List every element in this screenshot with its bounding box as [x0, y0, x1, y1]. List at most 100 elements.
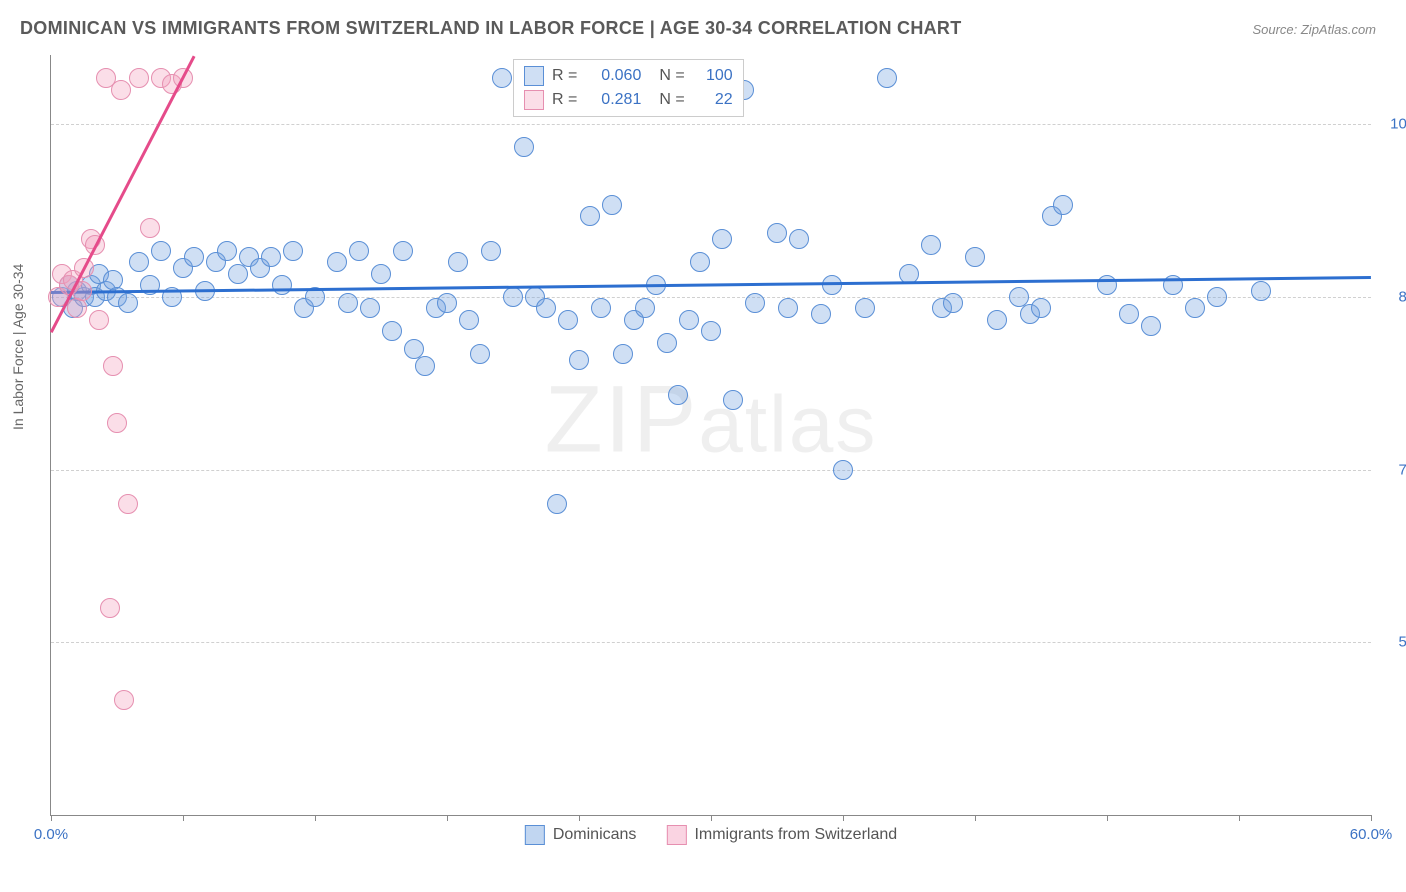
data-point: [558, 310, 578, 330]
n-label: N =: [659, 91, 684, 109]
data-point: [503, 287, 523, 307]
data-point: [613, 344, 633, 364]
data-point: [349, 241, 369, 261]
data-point: [591, 298, 611, 318]
y-tick-label: 70.0%: [1381, 461, 1406, 478]
x-tick: [711, 815, 712, 821]
gridline-h: [51, 124, 1371, 125]
data-point: [100, 598, 120, 618]
x-tick-label: 60.0%: [1350, 826, 1393, 843]
data-point: [569, 350, 589, 370]
data-point: [111, 80, 131, 100]
data-point: [855, 298, 875, 318]
source-label: Source: ZipAtlas.com: [1252, 22, 1376, 37]
x-tick: [447, 815, 448, 821]
data-point: [877, 68, 897, 88]
data-point: [448, 252, 468, 272]
x-tick: [975, 815, 976, 821]
data-point: [1141, 316, 1161, 336]
data-point: [1053, 195, 1073, 215]
x-tick-label: 0.0%: [34, 826, 68, 843]
data-point: [382, 321, 402, 341]
data-point: [228, 264, 248, 284]
legend-row: R =0.281N =22: [524, 88, 733, 112]
chart-title: DOMINICAN VS IMMIGRANTS FROM SWITZERLAND…: [20, 18, 962, 39]
x-tick: [579, 815, 580, 821]
r-label: R =: [552, 67, 577, 85]
data-point: [547, 494, 567, 514]
data-point: [89, 310, 109, 330]
data-point: [1251, 281, 1271, 301]
data-point: [811, 304, 831, 324]
data-point: [536, 298, 556, 318]
data-point: [415, 356, 435, 376]
data-point: [965, 247, 985, 267]
data-point: [470, 344, 490, 364]
data-point: [459, 310, 479, 330]
n-label: N =: [659, 67, 684, 85]
data-point: [943, 293, 963, 313]
legend-swatch: [666, 825, 686, 845]
y-tick-label: 85.0%: [1381, 288, 1406, 305]
data-point: [67, 298, 87, 318]
legend-swatch: [525, 825, 545, 845]
series-legend: Dominicans Immigrants from Switzerland: [525, 825, 897, 845]
data-point: [327, 252, 347, 272]
gridline-h: [51, 642, 1371, 643]
data-point: [371, 264, 391, 284]
n-value: 100: [693, 67, 733, 85]
data-point: [114, 690, 134, 710]
x-tick: [1371, 815, 1372, 821]
x-tick: [51, 815, 52, 821]
x-tick: [315, 815, 316, 821]
data-point: [437, 293, 457, 313]
data-point: [261, 247, 281, 267]
legend-item: Immigrants from Switzerland: [666, 825, 897, 845]
data-point: [129, 252, 149, 272]
legend-swatch: [524, 66, 544, 86]
data-point: [1207, 287, 1227, 307]
data-point: [1185, 298, 1205, 318]
data-point: [481, 241, 501, 261]
data-point: [360, 298, 380, 318]
r-value: 0.281: [585, 91, 641, 109]
data-point: [272, 275, 292, 295]
data-point: [712, 229, 732, 249]
data-point: [701, 321, 721, 341]
x-tick: [183, 815, 184, 821]
y-tick-label: 55.0%: [1381, 634, 1406, 651]
data-point: [580, 206, 600, 226]
x-tick: [1107, 815, 1108, 821]
data-point: [1031, 298, 1051, 318]
data-point: [118, 293, 138, 313]
data-point: [151, 241, 171, 261]
data-point: [767, 223, 787, 243]
correlation-legend: R =0.060N =100R =0.281N =22: [513, 59, 744, 117]
legend-label: Immigrants from Switzerland: [694, 826, 897, 844]
data-point: [987, 310, 1007, 330]
legend-swatch: [524, 90, 544, 110]
data-point: [140, 218, 160, 238]
data-point: [657, 333, 677, 353]
data-point: [129, 68, 149, 88]
y-tick-label: 100.0%: [1381, 116, 1406, 133]
data-point: [635, 298, 655, 318]
x-tick: [843, 815, 844, 821]
data-point: [1119, 304, 1139, 324]
legend-item: Dominicans: [525, 825, 637, 845]
data-point: [514, 137, 534, 157]
data-point: [690, 252, 710, 272]
data-point: [338, 293, 358, 313]
r-label: R =: [552, 91, 577, 109]
legend-label: Dominicans: [553, 826, 637, 844]
data-point: [602, 195, 622, 215]
y-axis-label: In Labor Force | Age 30-34: [10, 264, 26, 430]
data-point: [822, 275, 842, 295]
legend-row: R =0.060N =100: [524, 64, 733, 88]
gridline-h: [51, 470, 1371, 471]
data-point: [103, 356, 123, 376]
data-point: [789, 229, 809, 249]
data-point: [107, 413, 127, 433]
x-tick: [1239, 815, 1240, 821]
data-point: [492, 68, 512, 88]
